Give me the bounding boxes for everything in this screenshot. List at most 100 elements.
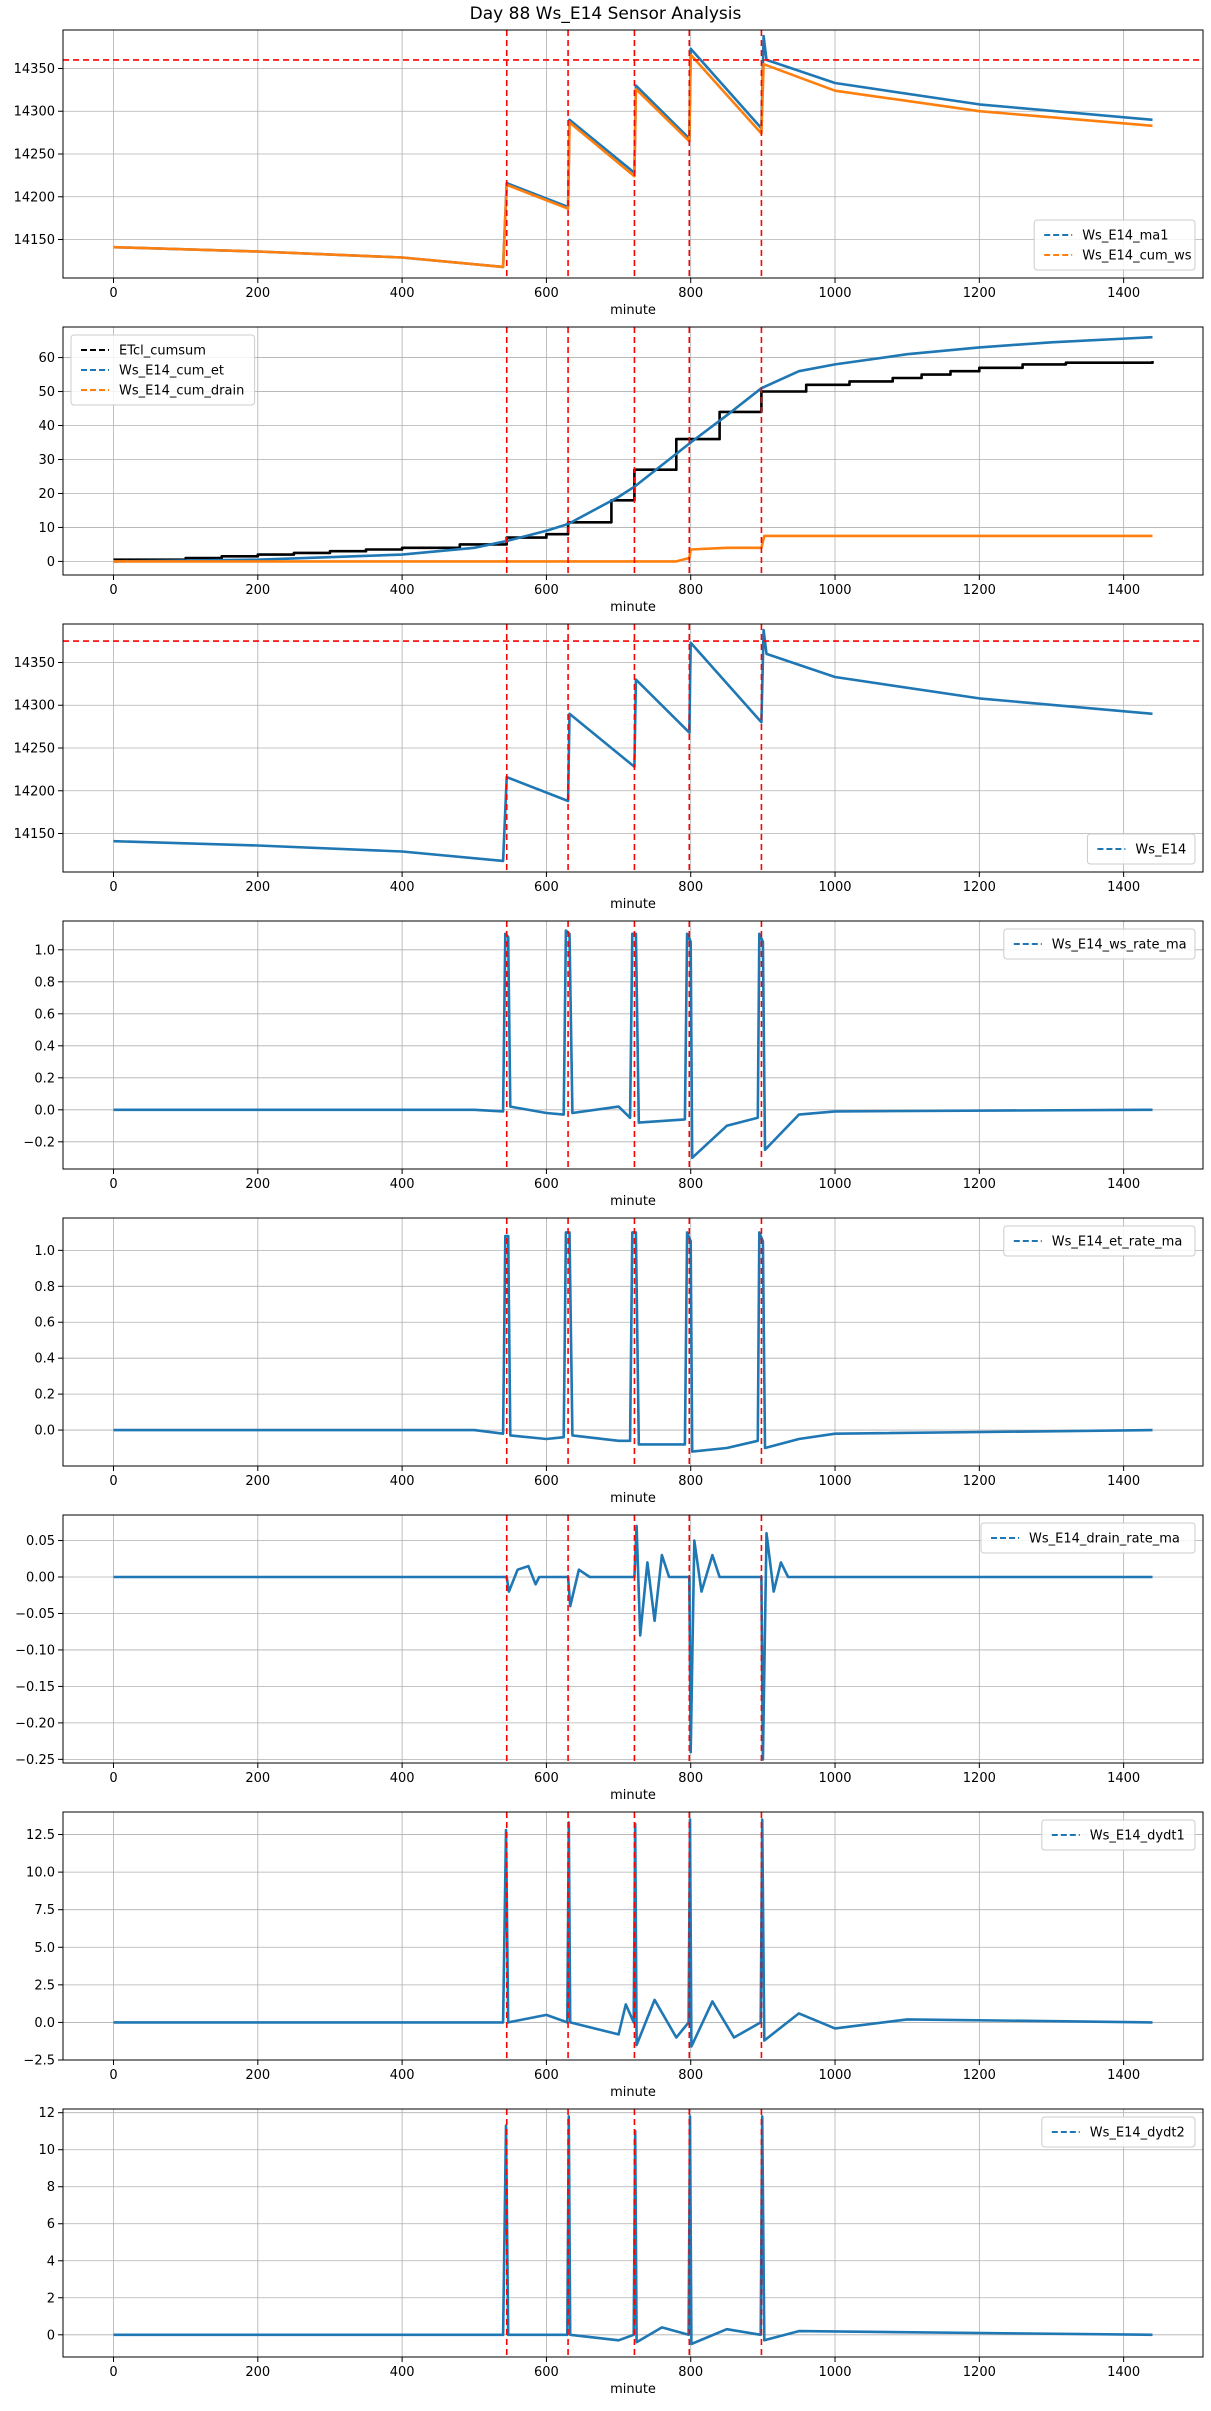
y-tick-label: 20 [38, 487, 55, 502]
x-tick-label: 800 [678, 1771, 703, 1786]
y-tick-label: 14250 [14, 148, 55, 163]
x-tick-label: 1200 [963, 2068, 996, 2083]
x-tick-label: 1400 [1107, 1177, 1140, 1192]
series-line-Ws_E14_et_rate_ma [113, 1231, 1153, 1453]
x-tick-label: 200 [245, 286, 270, 301]
x-tick-label: 600 [534, 1474, 559, 1489]
y-tick-label: 14150 [14, 827, 55, 842]
x-tick-label: 400 [390, 2365, 415, 2380]
x-tick-label: 200 [245, 880, 270, 895]
y-tick-label: 7.5 [34, 1903, 55, 1918]
legend: Ws_E14 [1086, 833, 1196, 865]
y-tick-label: 14200 [14, 784, 55, 799]
plot-area [113, 327, 1154, 575]
chart-panel-7: 0 200 400 600 800 1000 1200 1400 −2.5 0.0 2.5 5.0 7.… [23, 1811, 1204, 2100]
y-tick-label: 14150 [14, 233, 55, 248]
x-tick-label: 600 [534, 286, 559, 301]
y-tick-label: −0.10 [15, 1643, 55, 1658]
y-tick-label: 1.0 [34, 1244, 55, 1259]
chart-panel-2: 0 200 400 600 800 1000 1200 1400 0 10 20 30 40 50 60 mi… [38, 326, 1204, 615]
x-tick-label: 1200 [963, 1771, 996, 1786]
x-axis-label: minute [610, 600, 656, 615]
x-tick-label: 1000 [818, 2068, 851, 2083]
y-tick-label: 14300 [14, 699, 55, 714]
y-tick-label: 5.0 [34, 1941, 55, 1956]
y-tick-label: −0.25 [15, 1753, 55, 1768]
legend-box [1041, 1819, 1196, 1851]
x-tick-label: 200 [245, 2365, 270, 2380]
legend-box [1086, 833, 1196, 865]
x-tick-label: 1400 [1107, 2365, 1140, 2380]
y-tick-label: 0.2 [34, 1071, 55, 1086]
x-tick-label: 800 [678, 2365, 703, 2380]
series-line-Ws_E14_dydt2 [113, 2115, 1153, 2346]
x-tick-label: 0 [109, 2365, 117, 2380]
x-tick-label: 0 [109, 880, 117, 895]
x-tick-label: 1200 [963, 1474, 996, 1489]
chart-panel-5: 0 200 400 600 800 1000 1200 1400 0.0 0.2 0.4 0.6 0.8… [34, 1217, 1204, 1506]
chart-panel-3: 0 200 400 600 800 1000 1200 1400 14150 14200 14250… [14, 623, 1204, 912]
y-tick-label: 1.0 [34, 943, 55, 958]
series-line-Ws_E14_cum_et [113, 335, 1153, 563]
x-axis-label: minute [610, 2382, 656, 2397]
x-tick-label: 400 [390, 1771, 415, 1786]
legend-label: Ws_E14_drain_rate_ma [1029, 1532, 1180, 1547]
y-tick-label: 0.0 [34, 2016, 55, 2031]
y-tick-label: 14200 [14, 190, 55, 205]
x-tick-label: 600 [534, 2068, 559, 2083]
x-tick-label: 800 [678, 1474, 703, 1489]
x-tick-label: 600 [534, 1177, 559, 1192]
legend-label: Ws_E14_et_rate_ma [1052, 1235, 1183, 1250]
legend: Ws_E14_ws_rate_ma [1003, 928, 1196, 960]
x-tick-label: 600 [534, 1771, 559, 1786]
x-tick-label: 1400 [1107, 2068, 1140, 2083]
y-tick-label: 0.6 [34, 1316, 55, 1331]
legend-box [980, 1522, 1196, 1554]
x-tick-label: 200 [245, 1474, 270, 1489]
x-tick-label: 0 [109, 583, 117, 598]
axes-frame [62, 1811, 1204, 2061]
legend-label: Ws_E14_ma1 [1082, 229, 1168, 244]
chart-panel-1: 0 200 400 600 800 1000 1200 1400 14150 14200 14250… [14, 29, 1204, 318]
x-tick-label: 1200 [963, 1177, 996, 1192]
y-tick-label: 30 [38, 453, 55, 468]
legend-label: Ws_E14 [1135, 843, 1186, 858]
x-tick-label: 600 [534, 583, 559, 598]
x-tick-label: 1400 [1107, 880, 1140, 895]
legend-box [1003, 928, 1196, 960]
x-tick-label: 0 [109, 286, 117, 301]
y-tick-label: 10 [38, 2143, 55, 2158]
series-line-Ws_E14_ws_rate_ma [113, 929, 1153, 1160]
x-tick-label: 400 [390, 583, 415, 598]
legend-box [1041, 2116, 1196, 2148]
plot-area [113, 2109, 1153, 2357]
legend-label: Ws_E14_dydt2 [1090, 2126, 1185, 2141]
x-tick-label: 400 [390, 1474, 415, 1489]
y-tick-label: 10 [38, 521, 55, 536]
plot-area [113, 1812, 1153, 2060]
x-tick-label: 400 [390, 2068, 415, 2083]
x-tick-label: 600 [534, 880, 559, 895]
legend: Ws_E14_dydt2 [1041, 2116, 1196, 2148]
y-tick-label: 6 [47, 2217, 55, 2232]
y-tick-label: −0.20 [15, 1716, 55, 1731]
x-tick-label: 1200 [963, 286, 996, 301]
y-tick-label: 0.00 [26, 1571, 55, 1586]
x-tick-label: 800 [678, 880, 703, 895]
chart-panel-6: 0 200 400 600 800 1000 1200 1400 −0.25 −0.20 −0.15… [15, 1514, 1204, 1803]
y-tick-label: 8 [47, 2180, 55, 2195]
x-tick-label: 1000 [818, 583, 851, 598]
x-tick-label: 200 [245, 1771, 270, 1786]
y-tick-label: 0.4 [34, 1352, 55, 1367]
axes-frame [62, 1217, 1204, 1467]
y-tick-label: 0.6 [34, 1007, 55, 1022]
x-tick-label: 1400 [1107, 1474, 1140, 1489]
axes-frame [62, 920, 1204, 1170]
legend: Ws_E14_ma1 Ws_E14_cum_ws [1033, 219, 1196, 271]
x-tick-label: 200 [245, 2068, 270, 2083]
x-tick-label: 1000 [818, 880, 851, 895]
y-tick-label: 0.0 [34, 1103, 55, 1118]
x-tick-label: 0 [109, 1474, 117, 1489]
x-tick-label: 1200 [963, 583, 996, 598]
x-axis-label: minute [610, 303, 656, 318]
